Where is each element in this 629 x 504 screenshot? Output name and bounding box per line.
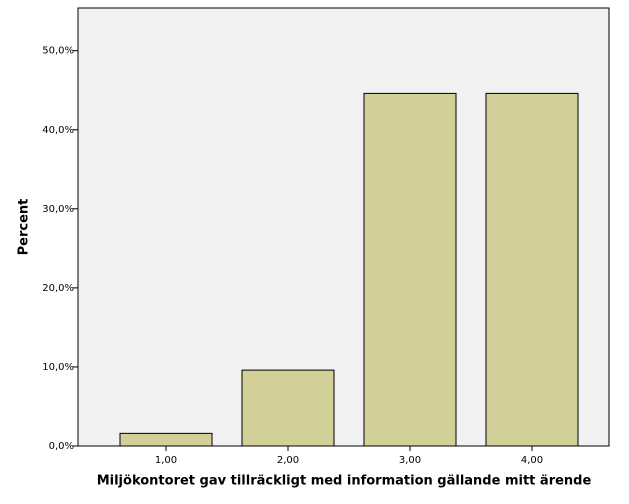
bar (119, 432, 213, 447)
bar (485, 92, 579, 447)
y-axis-title: Percent (17, 199, 32, 256)
y-tick-label: 20,0% (42, 283, 74, 294)
y-tick-label: 30,0% (42, 204, 74, 215)
x-axis-title: Miljökontoret gav tillräckligt med infor… (97, 474, 592, 489)
x-tick-label: 3,00 (399, 455, 421, 466)
bar (363, 92, 457, 447)
y-tick-label: 0,0% (49, 441, 74, 452)
y-tick-label: 40,0% (42, 125, 74, 136)
x-tick-label: 4,00 (521, 455, 543, 466)
y-tick-label: 10,0% (42, 362, 74, 373)
x-tick-label: 2,00 (277, 455, 299, 466)
bar (241, 369, 335, 447)
y-tick-label: 50,0% (42, 46, 74, 57)
x-tick-label: 1,00 (155, 455, 177, 466)
